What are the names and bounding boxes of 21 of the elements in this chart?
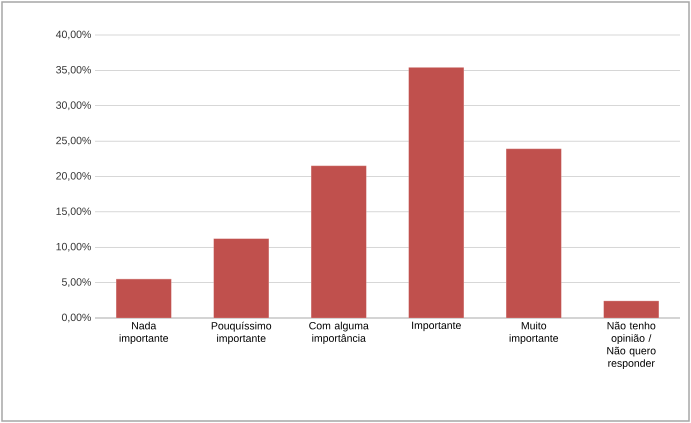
x-tick-label: Importante bbox=[412, 322, 461, 332]
y-tick-label: 25,00% bbox=[56, 136, 91, 146]
bar bbox=[311, 166, 366, 318]
y-tick-label: 15,00% bbox=[56, 208, 91, 216]
y-tick-label: 10,00% bbox=[56, 242, 91, 252]
x-tick-label: Com alguma importância bbox=[309, 322, 369, 344]
y-tick-label: 40,00% bbox=[56, 30, 91, 40]
x-tick-label: Não tenho opinião / Não quero responder bbox=[607, 322, 656, 369]
y-tick-label: 20,00% bbox=[56, 172, 91, 181]
bar bbox=[214, 238, 269, 318]
bar bbox=[506, 148, 562, 318]
bar bbox=[116, 278, 172, 318]
y-tick-label: 0,00% bbox=[62, 314, 91, 322]
x-tick-label: Muito importante bbox=[510, 322, 558, 344]
x-tick-label: Pouquíssimo importante bbox=[212, 322, 272, 344]
bar bbox=[408, 67, 464, 318]
y-tick-label: 30,00% bbox=[56, 101, 91, 110]
bar bbox=[604, 300, 659, 318]
x-tick-label: Nada importante bbox=[120, 322, 168, 344]
y-tick-label: 35,00% bbox=[56, 66, 91, 75]
y-tick-label: 5,00% bbox=[62, 278, 91, 287]
